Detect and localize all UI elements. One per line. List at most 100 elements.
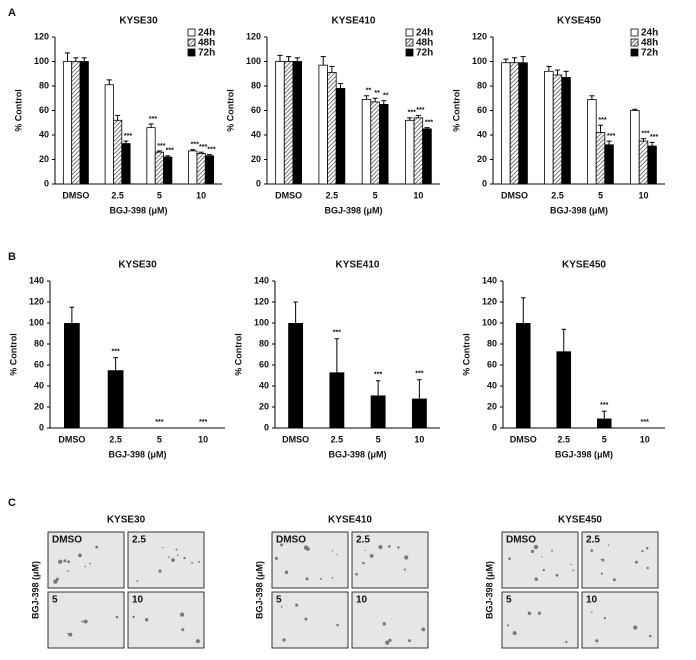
x-tick-label: 10: [198, 434, 208, 444]
error-bar: [372, 97, 378, 102]
bar: [509, 62, 520, 185]
legend-swatch: [630, 28, 639, 37]
significance-label: **: [374, 90, 380, 97]
colony: [198, 560, 200, 563]
x-tick-label: 10: [640, 434, 650, 444]
colony: [362, 561, 365, 565]
error-bar: [597, 124, 604, 133]
well-label: DMSO: [506, 535, 536, 546]
x-tick-label: 5: [157, 190, 162, 200]
colony: [63, 559, 67, 563]
error-bar: [337, 83, 344, 89]
colony: [67, 570, 69, 572]
well-label: 2.5: [356, 535, 370, 546]
y-axis-label: % Control: [233, 333, 243, 376]
error-bar: [503, 58, 509, 63]
bar: [204, 155, 215, 185]
colony: [280, 543, 284, 547]
significance-label: ***: [650, 134, 658, 141]
significance-label: ***: [416, 107, 424, 114]
colony: [84, 565, 87, 568]
group-y-label: BGJ-398 (μM): [254, 561, 264, 619]
bar: [422, 128, 432, 185]
colony: [572, 569, 575, 572]
bar: [104, 84, 114, 185]
y-axis-label: % Control: [461, 333, 471, 376]
colony: [68, 632, 73, 637]
error-bar: [73, 57, 79, 62]
y-tick-label: 0: [482, 178, 487, 188]
x-tick-label: 5: [376, 434, 381, 444]
x-tick-label: DMSO: [282, 434, 309, 444]
error-bar: [407, 117, 413, 121]
y-tick-label: 0: [256, 178, 261, 188]
colony-image: [271, 591, 349, 649]
x-tick-label: 5: [157, 434, 162, 444]
colony: [403, 568, 406, 571]
colony: [612, 578, 616, 582]
x-axis-label: BGJ-398 (μM): [109, 205, 167, 215]
x-axis-label: BGJ-398 (μM): [550, 205, 608, 215]
colony: [508, 557, 511, 561]
significance-label: ***: [112, 348, 120, 355]
chart-title: KYSE410: [332, 16, 376, 27]
significance-label: **: [366, 88, 372, 95]
error-bar: [649, 141, 655, 147]
colony: [404, 555, 409, 560]
colony: [591, 611, 593, 614]
error-bar: [334, 338, 340, 373]
well-label: 5: [276, 595, 282, 606]
x-axis-label: BGJ-398 (μM): [328, 449, 386, 459]
x-tick-label: 10: [413, 190, 423, 200]
colony: [408, 639, 412, 643]
colony-image: [271, 531, 349, 589]
error-bar: [363, 95, 370, 100]
error-bar: [640, 138, 647, 142]
colony: [388, 545, 391, 548]
well-label: 10: [586, 595, 598, 606]
bar: [62, 61, 73, 185]
error-bar: [606, 140, 612, 145]
colony: [397, 546, 400, 549]
bar: [501, 62, 511, 185]
error-bar: [156, 150, 162, 153]
y-tick-label: 120: [34, 31, 49, 41]
y-tick-label: 60: [34, 359, 44, 369]
error-bar: [546, 65, 552, 72]
error-bar: [113, 357, 118, 371]
bar: [587, 99, 597, 185]
colony: [89, 562, 91, 565]
y-tick-label: 20: [39, 154, 49, 164]
colony: [176, 554, 179, 557]
error-bar: [632, 108, 638, 111]
group-title: KYSE30: [107, 515, 146, 526]
colony: [570, 563, 572, 566]
colony: [161, 546, 164, 549]
colony: [336, 553, 338, 556]
colony: [274, 556, 279, 560]
error-bar: [511, 57, 518, 63]
colony: [115, 615, 119, 619]
y-tick-label: 20: [487, 401, 497, 411]
group-y-label: BGJ-398 (μM): [484, 561, 494, 619]
y-tick-label: 80: [259, 338, 269, 348]
legend-swatch: [187, 28, 196, 37]
colony: [600, 558, 602, 561]
colony: [421, 627, 426, 632]
x-tick-label: DMSO: [510, 434, 537, 444]
colony: [551, 549, 553, 552]
error-bar: [123, 140, 129, 144]
bar: [283, 61, 294, 185]
bar: [196, 152, 206, 185]
significance-label: ***: [124, 133, 132, 140]
legend-swatch: [405, 28, 414, 37]
colony: [158, 569, 162, 573]
bar: [630, 110, 640, 185]
error-bar: [375, 380, 381, 396]
colony: [78, 553, 82, 558]
y-tick-label: 80: [34, 338, 44, 348]
y-tick-label: 100: [254, 317, 269, 327]
bar: [275, 61, 285, 185]
bar: [595, 132, 606, 185]
